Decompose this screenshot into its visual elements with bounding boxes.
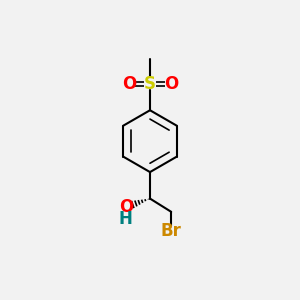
Text: O: O [119, 198, 133, 216]
Text: Br: Br [161, 222, 182, 240]
Text: S: S [144, 75, 156, 93]
Text: O: O [164, 75, 178, 93]
Text: H: H [119, 210, 133, 228]
Text: O: O [122, 75, 136, 93]
